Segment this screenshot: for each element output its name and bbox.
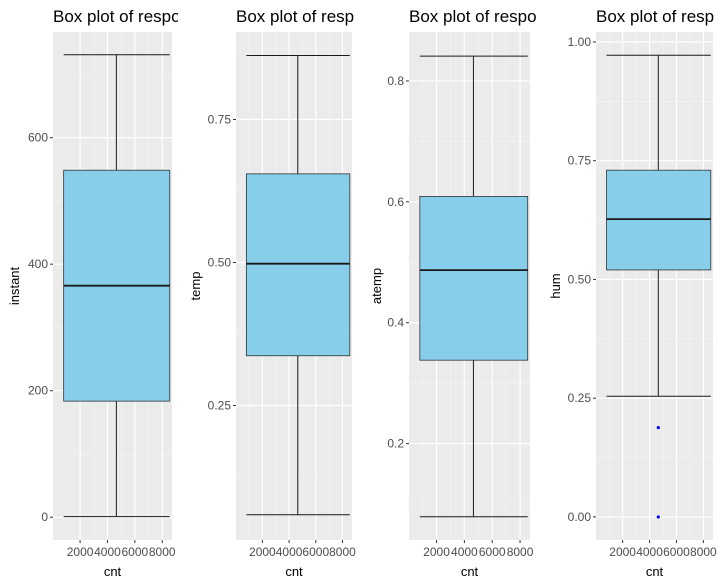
- x-axis-label: cnt: [461, 564, 479, 579]
- chart-title: Box plot of respo: [409, 7, 537, 26]
- y-tick-label: 0.6: [387, 195, 404, 209]
- x-tick-label: 6000: [479, 545, 506, 559]
- y-axis-label: instant: [7, 266, 22, 305]
- y-axis-label: atemp: [369, 268, 384, 304]
- panel-hum: 0.00 0.25 0.50 0.75 1.00 2000 4000 6000 8000 cnt h…: [548, 7, 717, 579]
- y-tick-label: 1.00: [568, 35, 592, 49]
- x-axis-label: cnt: [285, 564, 303, 579]
- y-tick-label: 0: [41, 510, 48, 524]
- x-tick-label: 4000: [451, 545, 478, 559]
- box-iqr: [245, 173, 351, 357]
- chart-title: Box plot of resp: [236, 7, 354, 26]
- x-tick-label: 6000: [663, 545, 690, 559]
- x-axis-label: cnt: [646, 564, 664, 579]
- outlier-point: [656, 515, 660, 519]
- x-tick-label: 2000: [249, 545, 276, 559]
- x-tick-label: 6000: [121, 545, 148, 559]
- y-tick-label: 0.8: [387, 74, 404, 88]
- y-tick-label: 0.75: [568, 154, 592, 168]
- y-tick-label: 0.50: [568, 272, 592, 286]
- panel-instant: 0 200 400 600 2000 4000 6000 8000 cnt instant Box …: [7, 7, 181, 579]
- y-tick-label: 400: [28, 257, 48, 271]
- x-tick-label: 6000: [302, 545, 329, 559]
- y-tick-label: 600: [28, 131, 48, 145]
- panel-background: [596, 32, 713, 540]
- x-tick-label: 4000: [94, 545, 121, 559]
- x-tick-label: 2000: [67, 545, 94, 559]
- y-tick-label: 0.50: [208, 256, 232, 270]
- y-tick-label: 0.75: [208, 113, 232, 127]
- x-tick-label: 2000: [609, 545, 636, 559]
- y-tick-label: 0.25: [568, 391, 592, 405]
- x-tick-label: 8000: [690, 545, 717, 559]
- chart-title: Box plot of respo: [53, 7, 181, 26]
- outlier-point: [656, 426, 660, 430]
- x-tick-label: 8000: [507, 545, 534, 559]
- y-tick-label: 0.25: [208, 399, 232, 413]
- panel-temp: 0.25 0.50 0.75 2000 4000 6000 8000 cnt temp Box p…: [188, 7, 356, 579]
- y-tick-label: 0.00: [568, 510, 592, 524]
- y-axis-label: hum: [548, 273, 563, 298]
- x-tick-label: 4000: [276, 545, 303, 559]
- box-iqr: [606, 169, 712, 271]
- x-tick-label: 4000: [636, 545, 663, 559]
- x-tick-label: 8000: [149, 545, 176, 559]
- y-tick-label: 200: [28, 384, 48, 398]
- y-tick-label: 0.2: [387, 437, 404, 451]
- y-tick-label: 0.4: [387, 316, 404, 330]
- y-axis-label: temp: [188, 272, 203, 301]
- chart-title: Box plot of resp: [596, 7, 714, 26]
- x-axis-label: cnt: [104, 564, 122, 579]
- x-tick-label: 8000: [329, 545, 356, 559]
- x-tick-label: 2000: [423, 545, 450, 559]
- box-iqr: [419, 195, 529, 361]
- panel-atemp: 0.2 0.4 0.6 0.8 2000 4000 6000 8000 cnt atemp Box …: [369, 7, 537, 579]
